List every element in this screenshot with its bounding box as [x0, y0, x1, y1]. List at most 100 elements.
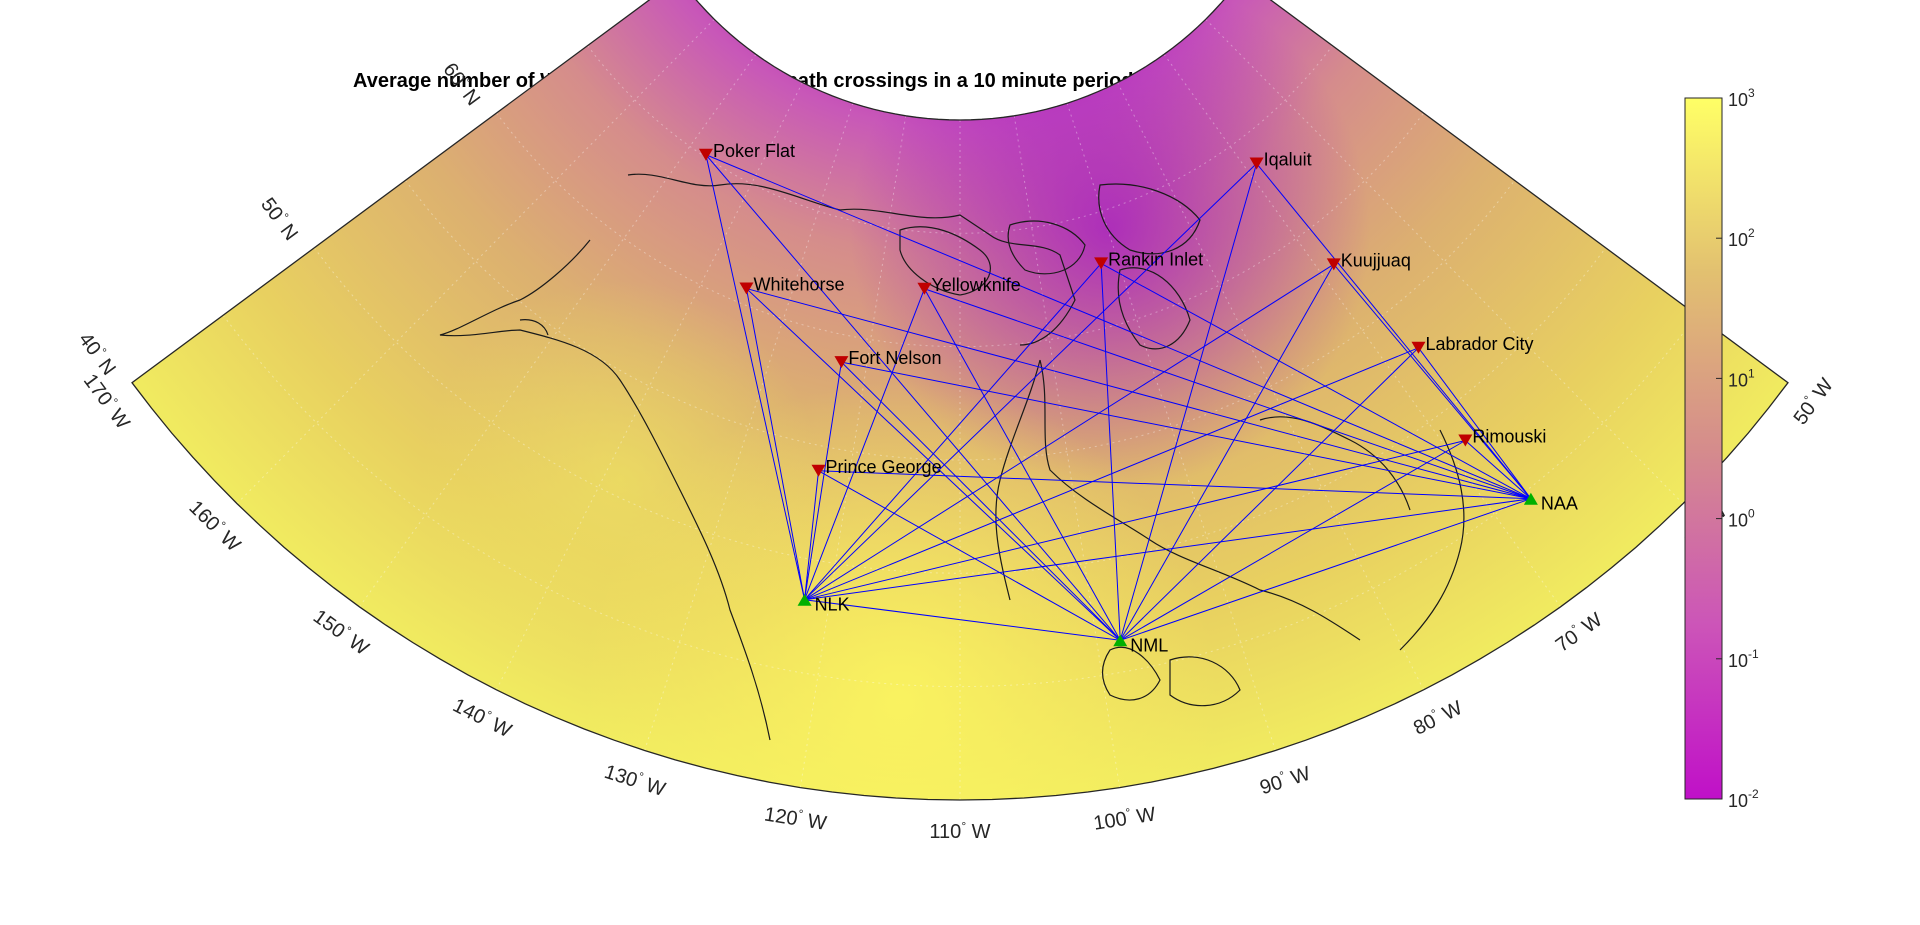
lon-label-90: 90° W	[1257, 761, 1313, 800]
colorbar-tick-label: 10-2	[1728, 787, 1759, 811]
receiver-marker-rankin-inlet	[1094, 257, 1109, 270]
receiver-marker-prince-george	[811, 464, 826, 477]
lon-label-70: 70° W	[1551, 607, 1607, 657]
path-naa-rankin-inlet	[1100, 262, 1532, 500]
transmitter-marker-nml	[1113, 634, 1128, 647]
path-nml-kuujjuaq	[1119, 264, 1335, 641]
receiver-label-iqaluit: Iqaluit	[1264, 150, 1312, 170]
receiver-marker-iqaluit	[1249, 157, 1264, 170]
path-naa-fort-nelson	[841, 361, 1531, 500]
receiver-label-whitehorse: Whitehorse	[753, 275, 844, 295]
receiver-marker-kuujjuaq	[1326, 258, 1341, 271]
atlantic-coast	[1399, 429, 1465, 651]
colorbar: 103 102 101 100 10-1 10-2	[1684, 86, 1759, 811]
path-nlk-whitehorse	[745, 288, 806, 600]
path-nlk-nml	[804, 599, 1121, 641]
map-frame	[131, 0, 1789, 801]
path-nlk-poker-flat	[705, 154, 806, 600]
path-nlk-rimouski	[804, 440, 1466, 601]
path-nlk-iqaluit	[804, 163, 1257, 601]
colorbar-tick-label: 10-1	[1728, 647, 1759, 671]
path-nml-iqaluit	[1119, 163, 1258, 641]
great-lakes	[1101, 646, 1161, 701]
arctic-coast	[627, 173, 1076, 346]
path-nml-yellowknife	[923, 288, 1121, 641]
path-naa-poker-flat	[705, 154, 1532, 500]
colorbar-tick-label: 103	[1728, 86, 1755, 110]
receiver-marker-rimouski	[1458, 434, 1473, 447]
lat-label-60: 60° N	[438, 58, 485, 110]
lon-label-110: 110° W	[929, 819, 990, 843]
path-nlk-yellowknife	[804, 288, 925, 600]
coast-detail	[519, 319, 549, 336]
lat-label-50: 50° N	[256, 193, 303, 245]
receiver-label-rimouski: Rimouski	[1472, 426, 1546, 446]
path-naa-yellowknife	[924, 288, 1532, 500]
coastlines	[439, 173, 1465, 741]
path-nlk-kuujjuaq	[804, 263, 1335, 601]
lon-label-140: 140° W	[449, 693, 516, 743]
path-nlk-naa	[804, 498, 1531, 601]
receiver-marker-labrador-city	[1411, 341, 1426, 354]
receiver-label-prince-george: Prince George	[826, 457, 942, 477]
receiver-label-poker-flat: Poker Flat	[713, 141, 795, 161]
path-nml-rimouski	[1119, 440, 1466, 641]
path-nml-whitehorse	[746, 288, 1121, 641]
path-naa-kuujjuaq	[1333, 264, 1532, 500]
transmitter-marker-naa	[1523, 492, 1538, 505]
receiver-label-kuujjuaq: Kuujjuaq	[1341, 250, 1411, 270]
lon-label-170: 170° W	[79, 369, 136, 434]
path-nlk-fort-nelson	[804, 362, 842, 600]
station-markers: Poker Flat Whitehorse Yellowknife Fort Nels…	[698, 141, 1578, 655]
path-naa-labrador-city	[1418, 347, 1532, 500]
lon-label-80: 80° W	[1409, 695, 1466, 740]
transmitter-label-nml: NML	[1130, 635, 1168, 655]
hudson-bay-east	[1039, 359, 1361, 641]
receiver-marker-yellowknife	[917, 282, 932, 295]
receiver-label-rankin-inlet: Rankin Inlet	[1108, 249, 1203, 269]
colorbar-tick-label: 102	[1728, 226, 1755, 250]
graticule-parallel	[587, 45, 1333, 234]
path-nml-prince-george	[818, 470, 1121, 641]
lon-label-100: 100° W	[1092, 801, 1158, 834]
path-nlk-rankin-inlet	[804, 263, 1102, 601]
baffin-island-south	[1117, 267, 1191, 350]
lon-label-150: 150° W	[309, 604, 374, 660]
graticule	[222, 18, 1698, 800]
receiver-marker-poker-flat	[698, 148, 713, 161]
receiver-marker-fort-nelson	[834, 356, 849, 369]
lon-label-130: 130° W	[602, 759, 669, 801]
arctic-island	[1007, 220, 1086, 275]
path-nml-rankin-inlet	[1100, 263, 1121, 641]
colorbar-scale	[1684, 97, 1723, 800]
arctic-island	[899, 226, 991, 296]
colorbar-tick-label: 101	[1728, 366, 1755, 390]
path-naa-rimouski	[1465, 440, 1532, 500]
path-naa-prince-george	[818, 470, 1531, 500]
lon-label-50: 50° W	[1788, 373, 1838, 429]
path-nml-poker-flat	[705, 154, 1121, 641]
graticule-parallel	[313, 247, 1607, 574]
transmitter-label-nlk: NLK	[815, 595, 850, 615]
receiver-marker-whitehorse	[739, 282, 754, 295]
lon-label-120: 120° W	[763, 801, 829, 834]
baffin-island	[1098, 183, 1201, 255]
path-nml-fort-nelson	[841, 361, 1121, 641]
path-naa-whitehorse	[746, 288, 1532, 500]
pacific-coast	[439, 239, 771, 741]
receiver-label-yellowknife: Yellowknife	[931, 275, 1020, 295]
propagation-paths	[705, 154, 1532, 641]
transmitter-marker-nlk	[797, 593, 812, 606]
colorbar-ticks: 103 102 101 100 10-1 10-2	[1716, 86, 1759, 811]
great-lakes	[1169, 656, 1241, 707]
colorbar-tick-label: 100	[1728, 507, 1755, 531]
path-nml-naa	[1120, 498, 1532, 641]
receiver-label-labrador-city: Labrador City	[1425, 334, 1533, 354]
labrador-coast	[1259, 416, 1411, 511]
hudson-bay-west	[995, 359, 1041, 601]
path-nml-labrador-city	[1119, 347, 1419, 641]
transmitter-label-naa: NAA	[1541, 494, 1578, 514]
path-nlk-prince-george	[804, 470, 820, 600]
